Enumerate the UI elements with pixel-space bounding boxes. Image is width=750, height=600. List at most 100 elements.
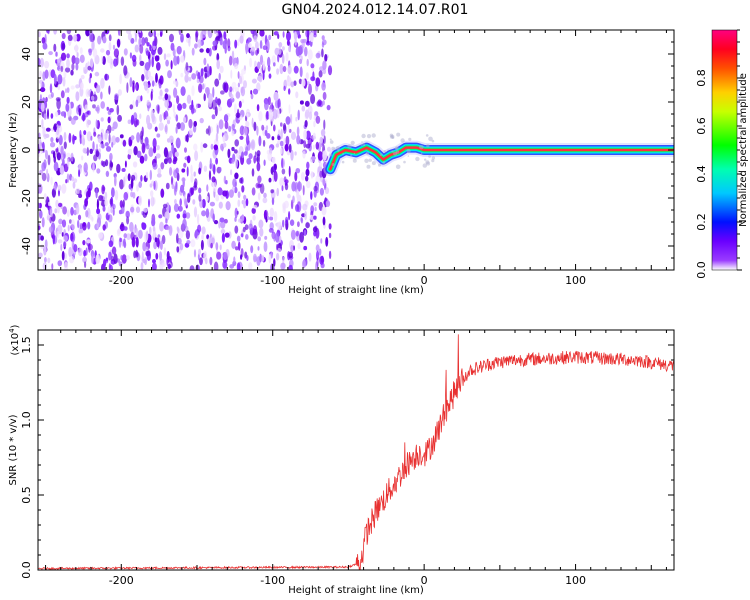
y-tick-label: 0.0 [20, 561, 33, 579]
noise-blob [239, 35, 244, 44]
noise-blob [302, 38, 307, 43]
noise-blob [61, 32, 66, 40]
noise-blob [51, 188, 57, 198]
noise-blob [254, 151, 257, 158]
noise-blob [41, 217, 45, 228]
noise-blob [235, 158, 238, 169]
noise-blob [119, 134, 124, 139]
noise-blob [96, 208, 101, 215]
noise-blob [65, 103, 70, 112]
noise-blob [238, 218, 242, 223]
noise-blob [305, 30, 310, 38]
noise-blob [75, 62, 79, 71]
noise-blob [53, 161, 59, 172]
noise-blob [280, 262, 286, 270]
noise-blob [114, 93, 119, 101]
noise-blob [281, 46, 285, 51]
noise-blob [205, 208, 210, 219]
noise-blob [109, 264, 113, 270]
noise-blob [271, 136, 275, 141]
noise-blob [249, 57, 253, 68]
noise-blob [213, 144, 218, 151]
noise-blob [298, 137, 301, 145]
noise-blob [40, 235, 44, 241]
noise-blob [219, 217, 225, 223]
colorbar-label: Normalized spectral amplitude [738, 73, 749, 227]
noise-blob [258, 111, 263, 122]
noise-blob [234, 217, 237, 222]
noise-blob [227, 38, 231, 49]
noise-blob [166, 53, 171, 58]
noise-blob [97, 35, 102, 45]
noise-blob [224, 232, 230, 238]
noise-blob [189, 128, 193, 136]
noise-blob [126, 255, 130, 261]
noise-blob [146, 42, 150, 47]
noise-blob [203, 165, 208, 172]
noise-blob [176, 55, 180, 65]
noise-blob [145, 50, 150, 56]
noise-blob [295, 91, 299, 99]
noise-blob [185, 212, 191, 219]
noise-blob [252, 204, 258, 209]
noise-blob [251, 78, 257, 84]
noise-blob [285, 135, 290, 146]
noise-blob [87, 65, 92, 71]
noise-blob [321, 42, 325, 48]
trace-speckle [389, 133, 394, 137]
noise-blob [277, 47, 282, 55]
noise-blob [66, 58, 70, 69]
noise-blob [77, 214, 82, 221]
noise-blob [40, 102, 45, 112]
trace-speckle [415, 156, 420, 162]
noise-blob [110, 207, 113, 214]
noise-blob [286, 31, 291, 41]
noise-blob [182, 213, 187, 219]
noise-blob [209, 201, 215, 207]
noise-blob [324, 54, 328, 62]
noise-blob [201, 234, 205, 241]
noise-blob [151, 262, 157, 270]
noise-blob [41, 162, 46, 172]
trace-speckle [408, 137, 412, 141]
noise-blob [54, 208, 58, 214]
noise-blob [60, 90, 65, 99]
noise-blob [267, 56, 271, 67]
trace-speckle [407, 155, 410, 157]
noise-blob [87, 221, 91, 230]
noise-blob [298, 78, 302, 85]
colorbar-tick-label: 0.0 [695, 261, 708, 279]
noise-blob [144, 37, 149, 44]
noise-blob [86, 191, 89, 200]
noise-blob [277, 221, 282, 231]
noise-blob [68, 102, 71, 113]
trace-speckle [352, 158, 357, 163]
noise-blob [78, 193, 83, 198]
noise-blob [223, 114, 229, 123]
noise-blob [209, 65, 212, 76]
noise-blob [234, 186, 238, 194]
noise-blob [73, 34, 78, 42]
noise-blob [320, 262, 325, 269]
trace-speckle [331, 163, 335, 166]
noise-blob [174, 185, 178, 193]
noise-blob [245, 234, 249, 240]
noise-blob [176, 122, 181, 130]
noise-blob [90, 95, 95, 101]
noise-blob [125, 210, 130, 219]
noise-blob [49, 83, 53, 94]
noise-blob [120, 255, 123, 261]
y-tick-label: 20 [20, 95, 33, 109]
noise-blob [237, 241, 241, 251]
noise-blob [119, 237, 123, 243]
noise-blob [133, 227, 136, 235]
noise-blob [288, 46, 291, 52]
noise-blob [290, 245, 294, 253]
heatmap-signal-trace [323, 132, 674, 177]
noise-blob [218, 201, 223, 209]
noise-blob [265, 125, 269, 131]
noise-blob [190, 173, 194, 183]
noise-blob [308, 83, 312, 95]
noise-blob [38, 202, 42, 209]
noise-blob [71, 176, 75, 182]
